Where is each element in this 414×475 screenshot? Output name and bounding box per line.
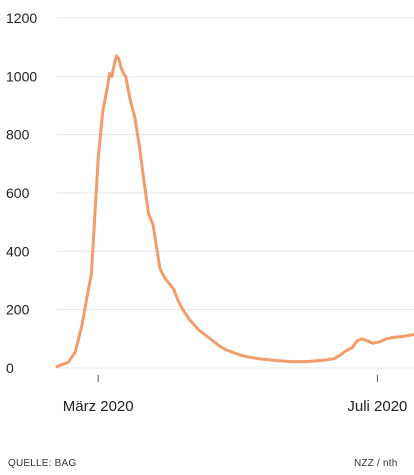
- y-tick-label: 1000: [6, 68, 37, 84]
- y-tick-label: 200: [6, 302, 30, 318]
- grid-lines: [57, 17, 414, 369]
- source-note: QUELLE: BAG: [8, 458, 77, 469]
- x-tick-label: März 2020: [63, 398, 134, 415]
- y-axis-ticks: 0 200 400 600 800 1000 1200: [6, 10, 37, 376]
- y-tick-label: 1200: [6, 10, 37, 26]
- x-tick-label: Juli 2020: [347, 398, 407, 415]
- series-line-0: [55, 54, 414, 368]
- x-axis-ticks: März 2020 Juli 2020: [63, 375, 407, 415]
- line-chart: 0 200 400 600 800 1000 1200 März 2020 Juli 2020: [6, 10, 414, 415]
- y-tick-label: 400: [6, 243, 30, 259]
- series-layer: [55, 54, 414, 368]
- y-tick-label: 600: [6, 185, 30, 201]
- credit-note: NZZ / nth: [354, 458, 398, 469]
- y-tick-label: 800: [6, 127, 30, 143]
- y-tick-label: 0: [6, 360, 14, 376]
